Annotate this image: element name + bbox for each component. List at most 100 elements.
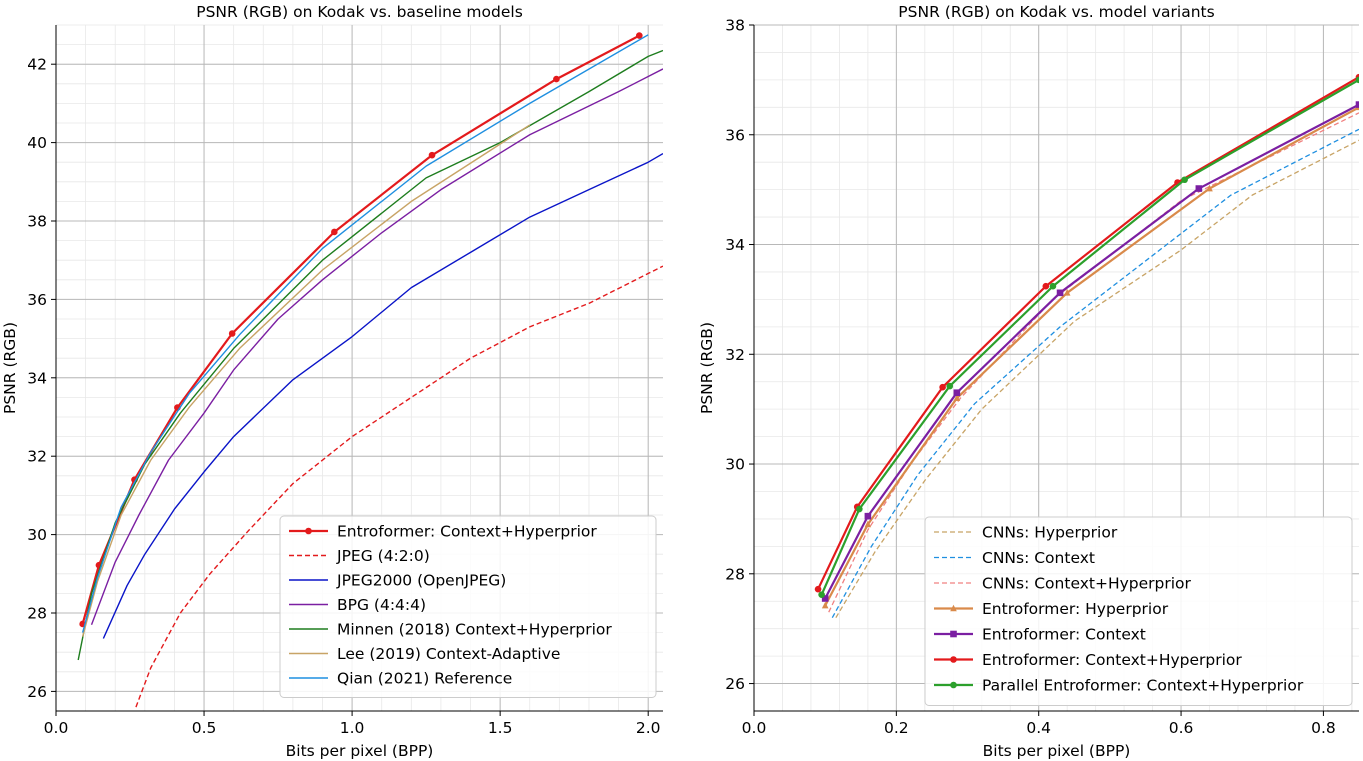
x-tick-label: 1.5: [488, 719, 513, 737]
legend-label: Entroformer: Context+Hyperprior: [337, 523, 597, 541]
legend-box: [279, 515, 657, 698]
legend-label: JPEG2000 (OpenJPEG): [336, 572, 506, 590]
data-point: [1355, 101, 1359, 108]
x-tick-label: 0.0: [742, 719, 767, 737]
series-qian-2021-reference: [81, 34, 649, 633]
y-tick-label: 36: [27, 291, 47, 309]
data-point: [939, 383, 946, 391]
y-tick-label: 32: [725, 346, 745, 364]
chart-title: PSNR (RGB) on Kodak vs. model variants: [898, 3, 1214, 21]
series-bpg-4-4-4: [90, 68, 663, 626]
legend-label: Entroformer: Hyperprior: [982, 600, 1169, 618]
data-point: [1042, 282, 1050, 290]
data-point: [1063, 289, 1071, 296]
x-tick-label: 0.8: [1311, 719, 1336, 737]
series-line: [81, 124, 531, 637]
series-line: [828, 112, 1359, 613]
legend-label: Entroformer: Context+Hyperprior: [982, 651, 1242, 669]
data-point: [950, 630, 957, 638]
legend-item: Parallel Entroformer: Context+Hyperprior: [934, 677, 1304, 695]
x-tick-label: 0.0: [44, 719, 69, 737]
data-point: [1049, 282, 1057, 290]
legend-item: Minnen (2018) Context+Hyperprior: [289, 621, 612, 639]
y-tick-label: 26: [725, 675, 745, 693]
legend-label: Parallel Entroformer: Context+Hyperprior: [982, 677, 1304, 695]
y-tick-label: 30: [27, 526, 47, 544]
data-point: [818, 591, 825, 598]
legend-item: Lee (2019) Context-Adaptive: [289, 645, 560, 663]
y-tick-label: 32: [27, 448, 47, 466]
legend-item: CNNs: Hyperprior: [934, 524, 1118, 542]
legend-item: Qian (2021) Reference: [289, 670, 512, 688]
series-line: [81, 34, 649, 633]
data-point: [1206, 184, 1213, 192]
x-axis-label: Bits per pixel (BPP): [983, 742, 1131, 760]
x-tick-label: 0.6: [1169, 719, 1194, 737]
legend-item: BPG (4:4:4): [289, 596, 426, 614]
legend-item: JPEG (4:2:0): [289, 547, 430, 565]
series-entroformer-context: [821, 101, 1359, 602]
x-tick-label: 0.2: [884, 719, 909, 737]
legend-label: JPEG (4:2:0): [336, 547, 430, 565]
series-line: [135, 265, 663, 708]
data-point: [950, 604, 957, 612]
data-point: [864, 520, 872, 528]
series-cnns-hyperprior: [835, 139, 1359, 619]
legend-item: CNNs: Context: [934, 549, 1095, 567]
major-grid: [753, 24, 1359, 711]
x-tick-label: 0.5: [192, 719, 217, 737]
data-point: [821, 601, 829, 609]
legend-box: [924, 516, 1353, 706]
y-axis-label: PSNR (RGB): [698, 322, 716, 414]
legend-label: Entroformer: Context: [982, 626, 1146, 644]
legend-item: Entroformer: Context+Hyperprior: [289, 523, 597, 541]
legend-item: Entroformer: Context: [934, 626, 1146, 644]
chart-panel-baselines: 0.0 0.5 1.0 1.5 2.0 26 28 30 32 34 36 38 40 42 PSNR (R…: [1, 3, 663, 760]
data-point: [950, 681, 957, 689]
y-tick-label: 36: [725, 126, 745, 144]
series-cnns-context-hyperprior: [828, 112, 1359, 613]
legend-item: CNNs: Context+Hyperprior: [934, 575, 1192, 593]
y-tick-label: 40: [27, 134, 47, 152]
plot-area: [814, 73, 1359, 619]
data-point: [1195, 185, 1203, 192]
y-tick-label: 38: [725, 17, 745, 35]
legend-item: JPEG2000 (OpenJPEG): [289, 572, 506, 590]
data-point: [553, 75, 560, 83]
series-line: [817, 76, 1359, 590]
series-entroformer-hyperprior: [821, 103, 1359, 609]
legend-label: Minnen (2018) Context+Hyperprior: [337, 621, 612, 639]
data-point: [864, 512, 872, 520]
legend-label: CNNs: Hyperprior: [982, 524, 1118, 542]
series-jpeg-4-2-0: [135, 265, 663, 708]
data-point: [1056, 289, 1064, 297]
y-tick-label: 38: [27, 213, 47, 231]
legend-label: CNNs: Context: [982, 549, 1095, 567]
chart-panel-variants: 0.0 0.2 0.4 0.6 0.8 26 28 30 32 34 36 38 PSNR (RGB) …: [698, 3, 1359, 760]
series-line: [835, 139, 1359, 619]
series-line: [90, 68, 663, 626]
data-point: [953, 389, 961, 396]
series-jpeg2000-openjpeg: [102, 152, 663, 639]
data-point: [1181, 176, 1188, 184]
data-point: [953, 394, 961, 401]
legend-item: Entroformer: Hyperprior: [934, 600, 1169, 618]
y-tick-label: 34: [27, 369, 47, 387]
series-line: [824, 106, 1359, 607]
legend-label: Lee (2019) Context-Adaptive: [337, 645, 560, 663]
data-point: [228, 330, 236, 337]
data-point: [950, 656, 957, 663]
series-cnns-context: [831, 128, 1359, 619]
legend: CNNs: Hyperprior CNNs: Context CNNs: Conte…: [924, 516, 1353, 706]
data-point: [305, 527, 312, 535]
y-tick-label: 28: [725, 565, 745, 583]
x-axis-label: Bits per pixel (BPP): [286, 742, 434, 760]
legend-label: CNNs: Context+Hyperprior: [982, 575, 1192, 593]
data-point: [946, 382, 954, 390]
data-point: [821, 595, 829, 602]
legend-label: BPG (4:4:4): [337, 596, 426, 614]
plot-area: [77, 32, 663, 708]
data-point: [814, 585, 822, 593]
legend-item: Entroformer: Context+Hyperprior: [934, 651, 1242, 669]
